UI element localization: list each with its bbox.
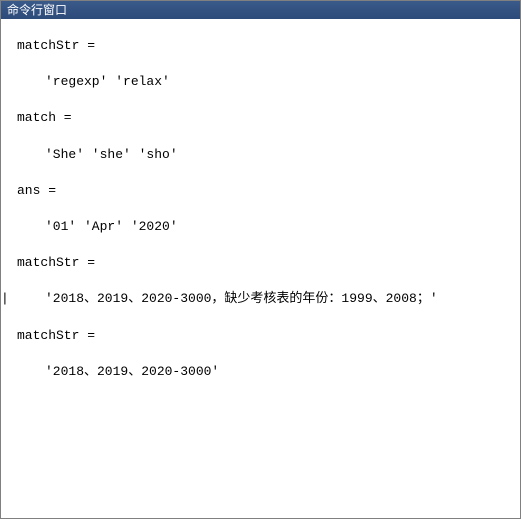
variable-value-line: '2018、2019、2020-3000' [17,363,520,381]
variable-value-line: 'She' 'she' 'sho' [17,146,520,164]
variable-value-line: '2018、2019、2020-3000，缺少考核表的年份：1999、2008；… [17,290,520,308]
text-cursor-icon: | [1,290,9,308]
variable-name-line: matchStr = [17,37,520,55]
output-block: matchStr = '2018、2019、2020-3000' [17,327,520,381]
output-block: match = 'She' 'she' 'sho' [17,109,520,163]
variable-value-line: '01' 'Apr' '2020' [17,218,520,236]
output-block: matchStr = 'regexp' 'relax' [17,37,520,91]
command-window-titlebar: 命令行窗口 [1,1,520,19]
command-output-area[interactable]: matchStr = 'regexp' 'relax' match = 'She… [1,19,520,518]
variable-name-line: matchStr = [17,327,520,345]
variable-value-line: 'regexp' 'relax' [17,73,520,91]
output-block: ans = '01' 'Apr' '2020' [17,182,520,236]
output-block: matchStr = | '2018、2019、2020-3000，缺少考核表的… [17,254,520,308]
variable-name-line: ans = [17,182,520,200]
variable-name-line: matchStr = [17,254,520,272]
variable-name-line: match = [17,109,520,127]
window-title: 命令行窗口 [7,3,67,17]
